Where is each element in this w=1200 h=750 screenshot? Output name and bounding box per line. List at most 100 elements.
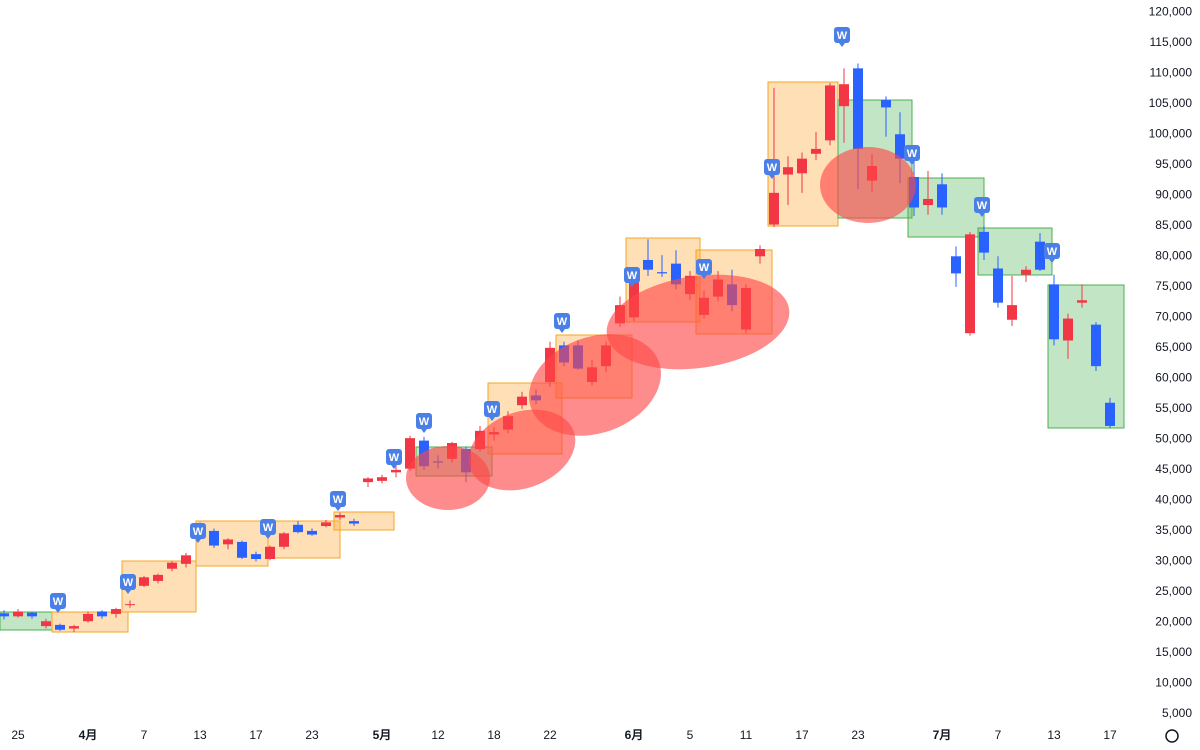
candle-body	[41, 621, 51, 627]
x-tick-label: 4月	[79, 728, 98, 742]
x-tick-label: 17	[1103, 728, 1117, 742]
marker-label: W	[419, 416, 430, 428]
settings-icon[interactable]	[1165, 729, 1179, 743]
x-tick-label: 17	[795, 728, 809, 742]
marker-pointer	[489, 417, 495, 421]
y-tick-label: 75,000	[1155, 279, 1192, 293]
candle-body	[937, 184, 947, 208]
x-tick-label: 23	[851, 728, 865, 742]
marker-badge	[764, 159, 780, 175]
candle-body	[783, 167, 793, 175]
candle-body	[111, 609, 121, 614]
candle-body	[811, 148, 821, 154]
y-tick-label: 45,000	[1155, 462, 1192, 476]
candle-body	[293, 524, 303, 533]
candle-body	[139, 577, 149, 586]
highlight	[468, 409, 576, 491]
marker-badge	[260, 519, 276, 535]
candle-body	[405, 438, 415, 469]
candle-body	[993, 268, 1003, 303]
x-tick-label: 12	[431, 728, 445, 742]
marker-pointer	[769, 175, 775, 179]
markers: W W W W W W W W W W W W W W W W	[50, 27, 1060, 613]
marker-label: W	[389, 452, 400, 464]
marker-pointer	[839, 43, 845, 47]
candle-body	[349, 521, 359, 524]
marker-pointer	[909, 161, 915, 165]
marker-pointer	[391, 465, 397, 469]
x-tick-label: 7	[141, 728, 148, 742]
candle-body	[0, 613, 9, 617]
candle-body	[895, 134, 905, 159]
candle-body	[951, 256, 961, 274]
y-tick-label: 50,000	[1155, 432, 1192, 446]
candle-body	[391, 469, 401, 473]
candle-body	[853, 68, 863, 149]
candle-body	[1007, 305, 1017, 320]
x-tick-label: 23	[305, 728, 319, 742]
marker-pointer	[265, 535, 271, 539]
candle-body	[1049, 284, 1059, 340]
candle-body	[83, 613, 93, 622]
marker-label: W	[837, 30, 848, 42]
candle-body	[1063, 318, 1073, 341]
marker-badge	[624, 267, 640, 283]
y-tick-label: 5,000	[1162, 706, 1192, 720]
candle-body	[755, 248, 765, 257]
marker-badge	[330, 491, 346, 507]
candle-body	[97, 611, 107, 617]
marker-pointer	[421, 429, 427, 433]
marker-badge	[904, 145, 920, 161]
y-tick-label: 60,000	[1155, 371, 1192, 385]
marker-badge	[120, 574, 136, 590]
marker-label: W	[627, 270, 638, 282]
marker-pointer	[629, 283, 635, 287]
candle-body	[321, 522, 331, 527]
x-tick-label: 5	[687, 728, 694, 742]
marker-label: W	[699, 262, 710, 274]
marker-label: W	[977, 200, 988, 212]
marker-pointer	[979, 213, 985, 217]
marker-pointer	[1049, 259, 1055, 263]
marker-label: W	[907, 148, 918, 160]
marker-badge	[190, 523, 206, 539]
candle-body	[307, 530, 317, 535]
candle-body	[1105, 402, 1115, 426]
candle-body	[1035, 241, 1045, 270]
x-tick-label: 13	[193, 728, 207, 742]
x-tick-label: 7	[995, 728, 1002, 742]
x-tick-label: 17	[249, 728, 263, 742]
axes: 5,000 10,000 15,000 20,000 25,000 30,000 35,00…	[11, 4, 1192, 742]
marker-label: W	[767, 162, 778, 174]
candle-body	[209, 530, 219, 546]
x-tick-label: 13	[1047, 728, 1061, 742]
zone-box	[907, 177, 985, 238]
candle-body	[279, 533, 289, 547]
marker-label: W	[193, 526, 204, 538]
highlight-blobs	[406, 147, 916, 510]
y-tick-label: 15,000	[1155, 645, 1192, 659]
candle-body	[125, 604, 135, 606]
candle-body	[167, 562, 177, 569]
x-tick-label: 18	[487, 728, 501, 742]
marker-label: W	[123, 577, 134, 589]
marker-pointer	[125, 590, 131, 594]
highlight	[606, 274, 790, 370]
candle-body	[657, 272, 667, 274]
marker-label: W	[333, 494, 344, 506]
candle-body	[825, 85, 835, 141]
y-tick-label: 55,000	[1155, 401, 1192, 415]
marker-badge	[416, 413, 432, 429]
candle-body	[153, 574, 163, 581]
candle-body	[839, 84, 849, 107]
x-tick-label: 6月	[625, 728, 644, 742]
x-tick-label: 5月	[373, 728, 392, 742]
candle-body	[881, 100, 891, 108]
x-tick-label: 7月	[933, 728, 952, 742]
candle-body	[265, 546, 275, 559]
marker-pointer	[335, 507, 341, 511]
candle-body	[517, 396, 527, 406]
settings-icon[interactable]	[1165, 729, 1179, 743]
marker-badge	[386, 449, 402, 465]
candle-body	[965, 234, 975, 334]
